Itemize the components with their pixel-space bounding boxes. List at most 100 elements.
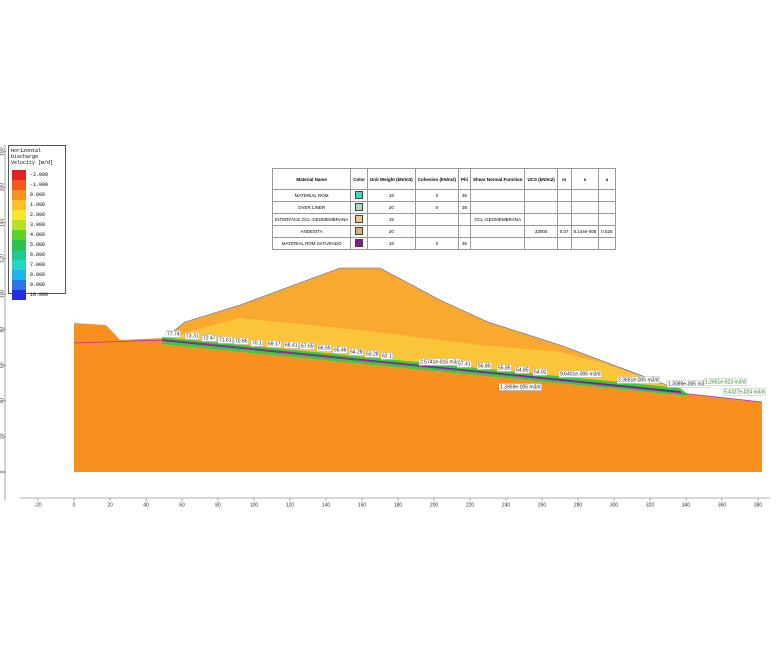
color-swatch bbox=[355, 215, 364, 223]
table-cell bbox=[457, 213, 471, 226]
legend-swatch bbox=[12, 220, 26, 230]
column-header: Unit Weight (kN/m3) bbox=[367, 168, 416, 190]
label-text: 64.28 bbox=[350, 349, 363, 355]
legend-label: -1.000 bbox=[30, 182, 49, 188]
label-text: 62.1 bbox=[382, 353, 392, 359]
table-cell: 20 bbox=[367, 225, 416, 238]
legend-item: 8.000 bbox=[9, 270, 65, 280]
value-label: 71.61 bbox=[217, 336, 233, 344]
label-text: 71.61 bbox=[219, 337, 232, 343]
label-box bbox=[364, 350, 380, 358]
value-label: 66.55 bbox=[316, 344, 332, 352]
value-label: 72.47 bbox=[201, 334, 217, 342]
x-tick-label: 60 bbox=[179, 502, 185, 508]
value-label: 77.74 bbox=[165, 330, 181, 338]
label-box bbox=[498, 383, 542, 391]
x-tick-label: 220 bbox=[466, 502, 475, 508]
table-cell bbox=[469, 189, 526, 202]
table-cell bbox=[556, 189, 572, 202]
table-cell: 38 bbox=[457, 201, 471, 214]
x-tick-label: 320 bbox=[646, 502, 655, 508]
value-label: 54.02 bbox=[532, 368, 548, 376]
label-text: 57.41 bbox=[458, 361, 471, 367]
table-cell: 0.07 bbox=[556, 225, 572, 238]
label-text: 1.2651e-023 m3/d bbox=[705, 379, 746, 385]
label-box bbox=[217, 336, 233, 344]
y-tick-label: 40 bbox=[0, 398, 5, 404]
legend: Horizontal Discharge Velocity [m/d] -2.00… bbox=[8, 145, 66, 300]
table-row: ANDESITA 20 33000 0.07 8.144e-006 0.526 bbox=[271, 225, 616, 238]
color-cell bbox=[350, 201, 369, 214]
legend-swatch bbox=[12, 190, 26, 200]
color-swatch bbox=[355, 203, 364, 211]
color-swatch bbox=[355, 227, 364, 235]
legend-item: -1.000 bbox=[9, 180, 65, 190]
legend-item: 1.000 bbox=[9, 200, 65, 210]
value-label: 68.41 bbox=[283, 341, 299, 349]
label-box bbox=[299, 342, 315, 350]
legend-label: 3.000 bbox=[30, 222, 46, 228]
y-tick-label: 20 bbox=[0, 433, 5, 439]
x-tick-label: 240 bbox=[502, 502, 511, 508]
legend-item: 5.000 bbox=[9, 240, 65, 250]
legend-item: 9.000 bbox=[9, 280, 65, 290]
x-tick-label: -20 bbox=[34, 502, 41, 508]
label-box bbox=[283, 341, 299, 349]
legend-swatch bbox=[12, 260, 26, 270]
foundation bbox=[74, 338, 762, 472]
legend-swatch bbox=[12, 170, 26, 180]
label-box bbox=[496, 364, 512, 372]
label-text: 2.5741e-016 m3/d bbox=[420, 359, 461, 365]
label-text: 67.65 bbox=[301, 343, 314, 349]
label-text: 54.02 bbox=[534, 369, 547, 375]
table-cell bbox=[414, 213, 459, 226]
legend-label: 4.000 bbox=[30, 232, 46, 238]
label-text: 5.4327e-024 m3/d bbox=[724, 389, 765, 395]
label-box bbox=[184, 332, 200, 340]
label-box bbox=[201, 334, 217, 342]
label-box bbox=[316, 344, 332, 352]
x-tick-label: 20 bbox=[107, 502, 113, 508]
value-label: 70.1 bbox=[250, 339, 263, 347]
table-cell bbox=[414, 225, 459, 238]
table-cell: 18 bbox=[367, 189, 416, 202]
label-text: 54.85 bbox=[516, 367, 529, 373]
label-box bbox=[558, 370, 602, 378]
y-tick-label: 140 bbox=[0, 218, 5, 227]
material-name: MATERIAL ROM bbox=[271, 189, 352, 202]
material-name: OVER LINER bbox=[271, 201, 352, 214]
legend-swatch bbox=[12, 270, 26, 280]
label-text: 2.3651e-005 m3/d bbox=[618, 377, 659, 383]
legend-item: 4.000 bbox=[9, 230, 65, 240]
table-cell: GCL-GEOMEMBRANA bbox=[469, 213, 526, 226]
legend-item: 7.000 bbox=[9, 260, 65, 270]
label-box bbox=[456, 360, 472, 368]
label-text: 66.55 bbox=[318, 345, 331, 351]
legend-title: Horizontal Discharge Velocity [m/d] bbox=[11, 148, 54, 166]
value-label: 70.86 bbox=[233, 337, 249, 345]
legend-label: 10.000 bbox=[30, 292, 49, 298]
label-text: 9.6401e-006 m3/d bbox=[560, 371, 601, 377]
value-label: 1.3959e-005 m3/d bbox=[498, 383, 542, 391]
x-tick-label: 360 bbox=[718, 502, 727, 508]
legend-label: 9.000 bbox=[30, 282, 46, 288]
y-tick-label: 160 bbox=[0, 183, 5, 192]
legend-label: 5.000 bbox=[30, 242, 46, 248]
y-tick-label: 60 bbox=[0, 362, 5, 368]
label-text: 70.1 bbox=[252, 340, 262, 346]
value-label: 73.31 bbox=[184, 332, 200, 340]
table-cell: 36 bbox=[457, 237, 471, 250]
legend-item: -2.000 bbox=[9, 170, 65, 180]
color-cell bbox=[350, 189, 369, 202]
legend-label: 0.000 bbox=[30, 192, 46, 198]
column-header: m bbox=[556, 168, 572, 190]
label-text: 63.28 bbox=[366, 351, 379, 357]
x-tick-label: 340 bbox=[682, 502, 691, 508]
value-label: 54.85 bbox=[514, 366, 530, 374]
table-cell bbox=[524, 237, 558, 250]
table-cell bbox=[556, 237, 572, 250]
legend-label: 1.000 bbox=[30, 202, 46, 208]
value-label: 9.6401e-006 m3/d bbox=[558, 370, 602, 378]
value-label: 1.2651e-023 m3/d bbox=[703, 378, 747, 386]
x-tick-label: 300 bbox=[610, 502, 619, 508]
